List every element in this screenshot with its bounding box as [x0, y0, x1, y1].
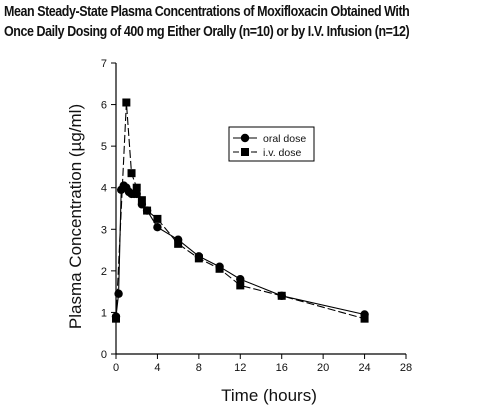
iv-data-point: [137, 196, 146, 205]
iv-data-point: [127, 169, 136, 178]
oral-data-point: [132, 189, 141, 199]
axes: [115, 63, 406, 355]
y-axis-title: Plasma Concentration (µg/ml): [66, 104, 85, 329]
x-tick-label: 24: [358, 362, 370, 374]
y-tick-label: 6: [101, 100, 107, 112]
iv-data-point: [174, 239, 183, 248]
x-tick-label: 16: [276, 362, 288, 374]
x-tick-label: 20: [317, 362, 329, 374]
iv-data-point: [360, 314, 369, 323]
x-tick-label: 0: [113, 362, 119, 374]
x-tick-label: 12: [234, 362, 246, 374]
x-axis-title: Time (hours): [221, 386, 317, 405]
legend-label: i.v. dose: [263, 147, 301, 159]
iv-data-point: [215, 264, 224, 273]
y-tick-label: 2: [101, 266, 107, 278]
oral-data-point: [153, 223, 162, 232]
iv-data-point: [112, 314, 120, 323]
legend-marker-square: [241, 148, 249, 156]
legend-marker-circle: [240, 133, 250, 143]
iv-data-point: [153, 214, 162, 223]
y-tick-label: 1: [101, 307, 107, 319]
y-axis-ticks: 0 1 2 3 4 5 6 7: [101, 58, 116, 361]
legend-label: oral dose: [263, 133, 306, 145]
series-line-oral: [115, 184, 365, 317]
y-tick-label: 5: [101, 141, 107, 153]
chart-title-line-1: Mean Steady-State Plasma Concentrations …: [4, 4, 410, 20]
y-tick-label: 0: [101, 349, 107, 361]
y-tick-label: 3: [101, 224, 107, 236]
x-tick-label: 8: [196, 362, 202, 374]
series-markers: [111, 98, 369, 323]
x-tick-label: 28: [400, 362, 412, 374]
iv-data-point: [277, 291, 286, 300]
oral-data-point: [114, 289, 123, 298]
iv-data-point: [236, 281, 245, 290]
oral-data-point: [236, 274, 245, 284]
chart-title: Mean Steady-State Plasma Concentrations …: [4, 2, 412, 42]
legend: oral dose i.v. dose: [228, 126, 315, 162]
y-tick-label: 7: [101, 58, 107, 70]
iv-data-point: [194, 254, 203, 263]
x-tick-label: 4: [154, 362, 160, 374]
chart-title-line-2: Once Daily Dosing of 400 mg Either Orall…: [4, 24, 410, 40]
x-axis-ticks: 0 4 8 12 16 20 24 28: [113, 354, 412, 374]
y-tick-label: 4: [101, 183, 107, 195]
iv-data-point: [122, 98, 131, 107]
iv-data-point: [143, 206, 152, 215]
iv-data-point: [132, 183, 141, 192]
